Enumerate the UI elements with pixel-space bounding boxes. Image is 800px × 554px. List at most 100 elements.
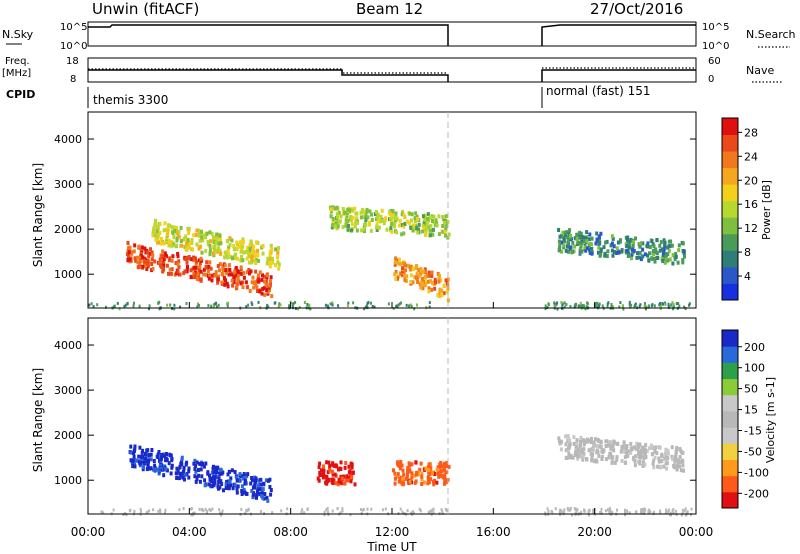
power-cell	[426, 212, 430, 217]
power-cell	[415, 214, 419, 219]
power-cell	[672, 305, 675, 309]
power-cell	[241, 258, 245, 263]
power-cell	[405, 303, 408, 307]
power-cell	[397, 257, 401, 262]
power-cell	[220, 272, 224, 276]
velocity-cell	[408, 479, 412, 484]
power-cell	[584, 248, 588, 253]
nsky-tick-low: 10^0	[60, 41, 87, 52]
velocity-cell	[592, 442, 596, 447]
power-cell	[260, 291, 264, 296]
velocity-cell	[624, 448, 628, 453]
velocity-cell	[362, 508, 365, 511]
power-cell	[334, 220, 338, 225]
velocity-cell	[175, 476, 179, 480]
power-cell	[193, 271, 197, 276]
velocity-cell	[626, 449, 630, 454]
power-cell	[628, 241, 632, 246]
power-cell	[602, 245, 606, 250]
power-cell	[138, 260, 142, 265]
power-cell	[355, 216, 359, 221]
velocity-cell	[280, 509, 283, 513]
power-cell	[430, 287, 433, 292]
power-cell	[444, 214, 448, 219]
power-cell	[176, 269, 180, 274]
velocity-cell	[438, 470, 442, 475]
power-cell	[385, 227, 389, 232]
power-cell	[352, 301, 355, 305]
velocity-cell	[265, 495, 269, 500]
power-cell	[218, 233, 222, 238]
velocity-cell	[210, 470, 214, 475]
power-cell	[627, 251, 630, 256]
velocity-cell	[262, 481, 266, 486]
velocity-cell	[337, 467, 340, 472]
power-cell	[393, 262, 397, 267]
power-colorbar-label: Power [dB]	[760, 180, 773, 240]
power-cell	[211, 251, 215, 256]
velocity-cell	[591, 448, 595, 453]
velocity-cell	[349, 479, 353, 484]
velocity-cell	[216, 484, 220, 489]
velocity-cell	[226, 483, 230, 488]
velocity-cell	[138, 445, 142, 450]
velocity-cell	[333, 481, 337, 485]
power-cell	[416, 280, 420, 284]
power-cell	[585, 230, 589, 235]
power-cell	[331, 303, 334, 307]
x-axis-label: Time UT	[366, 540, 417, 554]
power-cell	[659, 302, 661, 305]
velocity-cell	[551, 510, 554, 514]
velocity-cell	[418, 507, 421, 511]
power-cell	[197, 268, 201, 273]
velocity-cell	[628, 511, 631, 515]
power-cell	[668, 244, 672, 249]
power-cell	[596, 305, 599, 309]
velocity-cell	[206, 470, 210, 475]
velocity-cell	[152, 459, 156, 463]
velocity-cell	[406, 465, 410, 470]
velocity-cell	[146, 463, 150, 468]
velocity-cell	[129, 450, 133, 455]
power-cell	[184, 245, 188, 250]
velocity-cell	[350, 462, 354, 467]
power-cell	[159, 241, 163, 246]
velocity-cell	[637, 443, 640, 448]
velocity-cell	[316, 476, 320, 481]
power-cell	[404, 263, 408, 268]
power-cell	[668, 257, 672, 262]
power-cell	[149, 247, 152, 252]
power-colorbar-tick-label: 8	[744, 246, 751, 259]
nsearch-tick-low: 10^0	[702, 41, 729, 52]
power-cell	[658, 248, 662, 253]
velocity-cell	[286, 507, 289, 511]
velocity-cell	[235, 478, 239, 483]
velocity-cell	[326, 507, 329, 510]
power-cell	[399, 261, 403, 266]
power-cell	[154, 222, 158, 227]
power-cell	[382, 221, 386, 226]
power-cell	[426, 279, 430, 284]
power-cell	[654, 247, 658, 252]
power-cell	[363, 229, 366, 234]
velocity-cell	[605, 439, 609, 444]
velocity-cell	[169, 471, 173, 476]
power-cell	[330, 225, 334, 230]
velocity-cell	[444, 464, 448, 469]
velocity-cell	[579, 443, 583, 448]
velocity-cell	[129, 508, 132, 512]
power-cell	[223, 280, 227, 285]
power-cell	[564, 230, 568, 235]
power-cell	[177, 230, 181, 234]
velocity-cell	[546, 507, 549, 511]
power-cell	[265, 275, 269, 280]
velocity-cell	[437, 474, 441, 479]
power-cell	[368, 209, 372, 214]
power-cell	[381, 219, 385, 223]
velocity-cell	[681, 508, 684, 512]
velocity-cell	[306, 507, 309, 511]
velocity-cell	[187, 475, 191, 480]
power-cell	[606, 305, 609, 309]
power-cell	[648, 245, 652, 249]
velocity-cell	[608, 506, 611, 510]
